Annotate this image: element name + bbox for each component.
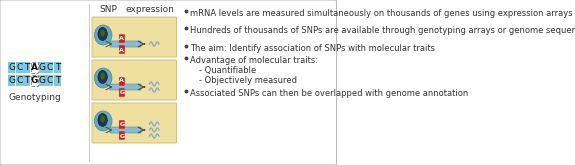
- FancyBboxPatch shape: [119, 78, 124, 85]
- Ellipse shape: [100, 29, 105, 37]
- Text: T: T: [55, 63, 60, 72]
- Text: C: C: [16, 63, 22, 72]
- Text: Hundreds of thousands of SNPs are available through genotyping arrays or genome : Hundreds of thousands of SNPs are availa…: [190, 26, 575, 35]
- Text: G: G: [8, 63, 15, 72]
- Text: The aim: Identify association of SNPs with molecular traits: The aim: Identify association of SNPs wi…: [190, 44, 435, 53]
- FancyBboxPatch shape: [92, 17, 177, 57]
- FancyBboxPatch shape: [16, 62, 23, 73]
- Text: T: T: [24, 76, 30, 85]
- FancyBboxPatch shape: [39, 62, 46, 73]
- Ellipse shape: [98, 114, 108, 127]
- FancyBboxPatch shape: [54, 62, 61, 73]
- FancyBboxPatch shape: [0, 0, 336, 165]
- Text: SNP: SNP: [99, 4, 117, 14]
- Text: G: G: [39, 63, 46, 72]
- FancyBboxPatch shape: [39, 75, 46, 86]
- FancyBboxPatch shape: [47, 75, 53, 86]
- FancyBboxPatch shape: [16, 75, 23, 86]
- Ellipse shape: [94, 68, 112, 88]
- FancyBboxPatch shape: [110, 127, 141, 133]
- FancyBboxPatch shape: [31, 75, 38, 86]
- Text: C: C: [47, 63, 53, 72]
- FancyBboxPatch shape: [119, 46, 124, 53]
- Ellipse shape: [94, 25, 112, 45]
- FancyBboxPatch shape: [110, 41, 141, 47]
- Text: G: G: [119, 121, 124, 127]
- FancyBboxPatch shape: [119, 121, 124, 128]
- FancyBboxPatch shape: [119, 89, 124, 96]
- FancyBboxPatch shape: [24, 75, 30, 86]
- Text: A: A: [120, 48, 124, 52]
- Ellipse shape: [100, 72, 105, 80]
- Text: T: T: [24, 63, 30, 72]
- FancyBboxPatch shape: [24, 62, 30, 73]
- FancyBboxPatch shape: [31, 62, 38, 73]
- Text: - Quantifiable: - Quantifiable: [200, 66, 256, 75]
- Text: G: G: [119, 133, 124, 138]
- Text: expression: expression: [126, 4, 175, 14]
- Text: G: G: [119, 90, 124, 96]
- Text: mRNA levels are measured simultaneously on thousands of genes using expression a: mRNA levels are measured simultaneously …: [190, 9, 575, 18]
- Text: G: G: [39, 76, 46, 85]
- Ellipse shape: [98, 28, 108, 40]
- FancyBboxPatch shape: [8, 62, 16, 73]
- Text: A: A: [31, 63, 38, 72]
- Ellipse shape: [98, 70, 108, 83]
- Text: C: C: [47, 76, 53, 85]
- Ellipse shape: [100, 115, 105, 123]
- Text: G: G: [31, 76, 39, 85]
- Text: G: G: [8, 76, 15, 85]
- FancyBboxPatch shape: [8, 75, 16, 86]
- Text: A: A: [120, 35, 124, 40]
- FancyBboxPatch shape: [54, 75, 61, 86]
- Text: T: T: [55, 76, 60, 85]
- FancyBboxPatch shape: [92, 60, 177, 100]
- Text: Genotyping: Genotyping: [8, 94, 61, 102]
- Text: Associated SNPs can then be overlapped with genome annotation: Associated SNPs can then be overlapped w…: [190, 89, 468, 98]
- FancyBboxPatch shape: [119, 35, 124, 42]
- Text: A: A: [120, 79, 124, 83]
- Text: - Objectively measured: - Objectively measured: [200, 76, 297, 85]
- Text: C: C: [16, 76, 22, 85]
- FancyBboxPatch shape: [119, 132, 124, 139]
- FancyBboxPatch shape: [92, 103, 177, 143]
- FancyBboxPatch shape: [110, 84, 141, 90]
- FancyBboxPatch shape: [47, 62, 53, 73]
- Text: Advantage of molecular traits:: Advantage of molecular traits:: [190, 56, 318, 65]
- Ellipse shape: [94, 111, 112, 131]
